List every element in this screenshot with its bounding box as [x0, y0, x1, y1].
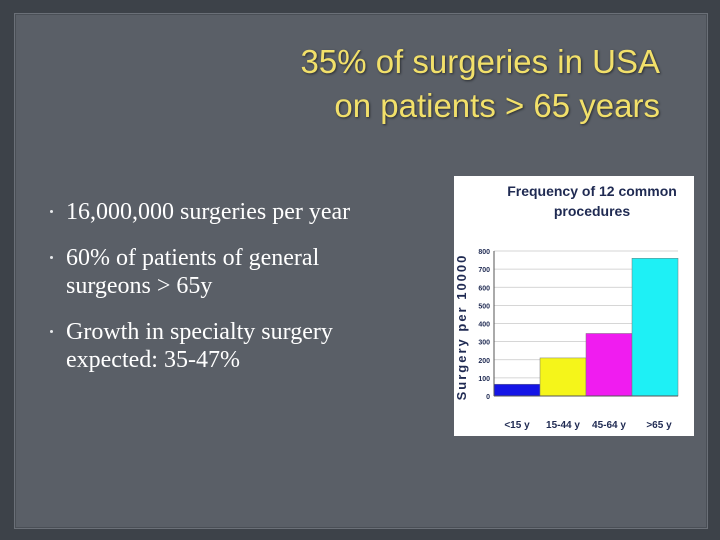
bar [539, 357, 587, 397]
chart-bars [493, 258, 679, 397]
bullet-item: 60% of patients of general surgeons > 65… [50, 244, 412, 300]
chart-title-line-2: procedures [554, 203, 630, 219]
bullet-text-cont: surgeons > 65y [66, 273, 213, 299]
bullet-text: Growth in specialty surgery [66, 319, 333, 345]
bar [585, 333, 633, 397]
chart-title-line-1: Frequency of 12 common [507, 183, 677, 199]
y-tick-label: 300 [478, 340, 490, 347]
y-tick-label: 600 [478, 285, 490, 292]
x-tick-label: <15 y [504, 420, 530, 431]
bullet-dot-icon [50, 330, 53, 333]
y-tick-label: 800 [478, 249, 490, 256]
bullet-dot-icon [50, 210, 53, 213]
y-tick-label: 700 [478, 267, 490, 274]
bullet-text: 60% of patients of general [66, 245, 320, 271]
y-tick-label: 0 [486, 394, 490, 401]
slide-title: 35% of surgeries in USA on patients > 65… [140, 40, 660, 128]
title-line-1: 35% of surgeries in USA [300, 43, 660, 80]
bullet-item: Growth in specialty surgery expected: 35… [50, 318, 412, 374]
chart-x-ticks: <15 y 15-44 y 45-64 y >65 y [504, 420, 672, 431]
bullet-dot-icon [50, 256, 53, 259]
bullet-item: 16,000,000 surgeries per year [50, 198, 412, 226]
title-line-2: on patients > 65 years [334, 87, 660, 124]
y-tick-label: 100 [478, 376, 490, 383]
x-tick-label: >65 y [646, 420, 672, 431]
bullet-text-cont: expected: 35-47% [66, 347, 240, 373]
bar [631, 258, 679, 397]
chart-y-ticks: 0 100 200 300 400 500 600 700 800 [478, 249, 490, 401]
x-tick-label: 45-64 y [592, 420, 626, 431]
bullet-list: 16,000,000 surgeries per year 60% of pat… [50, 198, 412, 392]
x-tick-label: 15-44 y [546, 420, 580, 431]
chart-y-axis-label: Surgery per 10000 [454, 254, 469, 401]
bar [493, 383, 541, 397]
bullet-text: 16,000,000 surgeries per year [66, 199, 351, 225]
chart-svg: Frequency of 12 common procedures Surger… [454, 183, 679, 431]
procedures-chart: Frequency of 12 common procedures Surger… [454, 176, 694, 436]
y-tick-label: 200 [478, 358, 490, 365]
y-tick-label: 400 [478, 322, 490, 329]
y-tick-label: 500 [478, 303, 490, 310]
